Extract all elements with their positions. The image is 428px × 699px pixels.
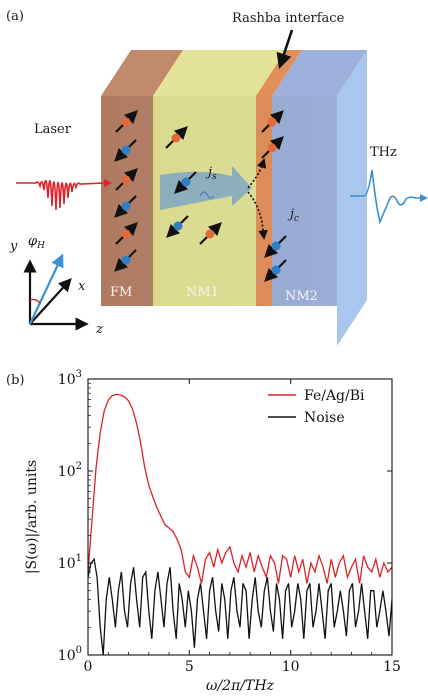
spin-up: [115, 110, 138, 133]
rashba-label: Rashba interface: [232, 11, 345, 26]
spin-up: [165, 126, 188, 149]
field-direction-arrow: [29, 253, 64, 325]
panel-a-label: (a): [6, 9, 24, 24]
spin-current-arrow: [160, 166, 252, 210]
x-tick-label: 15: [383, 659, 401, 675]
x-tick-label: 5: [185, 659, 194, 675]
series-line-2: [88, 557, 392, 655]
plot-frame: [87, 378, 393, 656]
jc-label: jc: [287, 207, 299, 224]
y-tick-label: 101: [58, 553, 82, 572]
y-tick-label: 102: [58, 461, 82, 480]
x-tick-label: 0: [84, 659, 93, 675]
nm1-label: NM1: [186, 285, 219, 300]
nm2-side-face: [337, 50, 367, 346]
spin-up: [115, 168, 138, 191]
axis-z-label: z: [95, 322, 103, 337]
js-label: js: [205, 165, 217, 182]
laser-arrowhead: [104, 179, 112, 187]
thz-label: THz: [370, 145, 397, 160]
rashba-pointer-arrow: [276, 29, 294, 69]
spectrum-chart: 0 5 10 15 100 101 102 103 ω/2π/THz |S(ω)|/arb. un…: [24, 369, 401, 694]
spin-up: [261, 136, 284, 159]
legend-label: Noise: [304, 410, 345, 426]
y-axis-label: |S(ω)|/arb. units: [24, 460, 40, 574]
panel-b: (b) 0 5 10 15 100 101 102 103 ω/2π/THz |S(ω)|/arb…: [6, 369, 401, 694]
fm-label: FM: [110, 285, 132, 300]
nm1-top-face: [153, 50, 286, 96]
spin-down: [174, 171, 197, 194]
y-tick-label: 103: [58, 369, 82, 388]
spin-down: [114, 195, 137, 218]
fm-top-face: [101, 50, 183, 96]
spin-down: [264, 235, 287, 258]
series-line-1: [88, 393, 392, 584]
laser-pulse: [16, 180, 105, 211]
nm2-top-face: [272, 50, 367, 96]
axis-x-label: x: [78, 279, 86, 294]
fm-spins: [114, 110, 138, 272]
spin-down: [114, 139, 137, 162]
panel-a: (a) Rashba interface Laser THz js jc: [6, 9, 428, 346]
coordinate-axes: y x z φH: [9, 234, 103, 337]
spin-up: [115, 222, 138, 245]
spin-up: [261, 110, 284, 133]
spin-down: [114, 249, 137, 272]
charge-current-path-down: [247, 191, 268, 240]
nm2-label: NM2: [285, 289, 318, 304]
x-tick-label: 10: [282, 659, 300, 675]
spin-down: [166, 215, 189, 238]
axis-y-label: y: [9, 239, 18, 254]
spin-up: [199, 222, 222, 245]
y-tick-label: 100: [58, 645, 82, 664]
spin-curl-icon: [199, 191, 215, 199]
panel-b-label: (b): [6, 373, 24, 388]
spin-down: [264, 259, 287, 282]
nm1-spins: [165, 126, 222, 245]
phi-angle-arc: [29, 298, 41, 304]
nm2-spins: [261, 110, 287, 282]
legend-label: Fe/Ag/Bi: [304, 388, 365, 404]
front-face-sheen: [101, 96, 337, 306]
x-axis-arrow: [29, 278, 72, 325]
thz-arrowhead: [420, 194, 428, 202]
laser-label: Laser: [34, 122, 72, 137]
phi-h-label: φH: [28, 234, 45, 251]
x-axis-label: ω/2π/THz: [206, 678, 275, 694]
thz-waveform: [350, 169, 424, 225]
